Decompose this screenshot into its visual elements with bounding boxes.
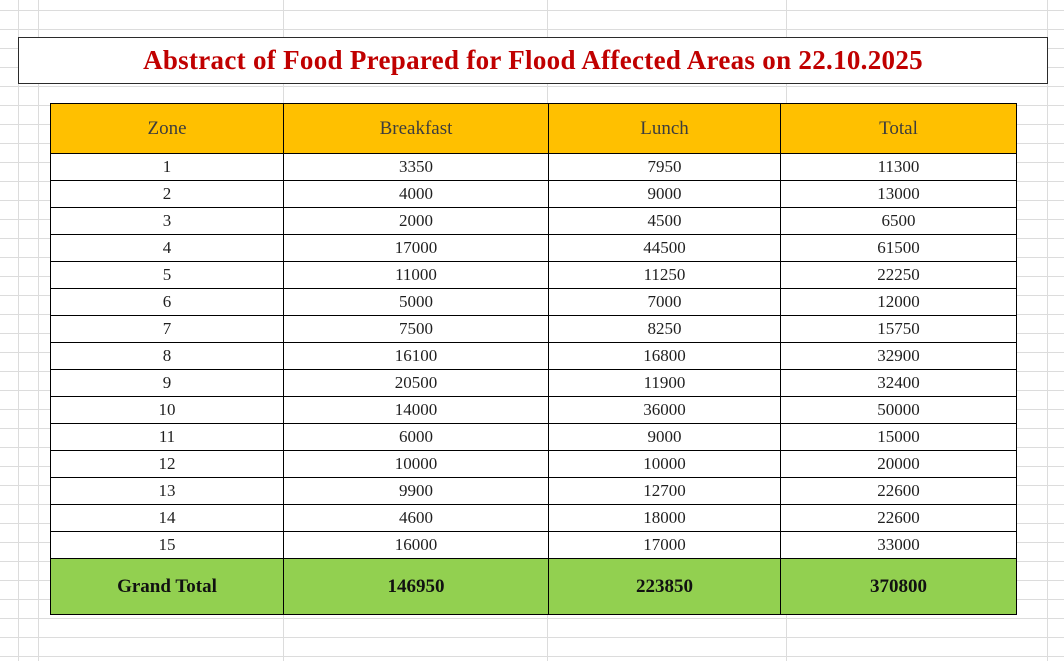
value-cell: 15750 (780, 315, 1017, 343)
value-cell: 20500 (283, 369, 549, 397)
value-cell: 7950 (548, 153, 781, 181)
grand-total-breakfast-cell: 146950 (283, 558, 549, 615)
gridline-vertical (18, 0, 19, 661)
table-header: Zone Breakfast Lunch Total (50, 103, 1017, 154)
zone-cell: 6 (50, 288, 284, 316)
value-cell: 9000 (548, 423, 781, 451)
zone-cell: 2 (50, 180, 284, 208)
food-table: Zone Breakfast Lunch Total 1 3350 7950 1130… (50, 103, 1017, 615)
grand-total-label: Grand Total (50, 558, 284, 615)
value-cell: 15000 (780, 423, 1017, 451)
zone-cell: 14 (50, 504, 284, 532)
column-header-total: Total (780, 103, 1017, 154)
value-cell: 32400 (780, 369, 1017, 397)
column-header-lunch: Lunch (548, 103, 781, 154)
value-cell: 13000 (780, 180, 1017, 208)
value-cell: 4600 (283, 504, 549, 532)
table-body: 1 3350 7950 11300 2 4000 9000 13000 3 2000 4500 650… (50, 153, 1017, 559)
value-cell: 16000 (283, 531, 549, 559)
table-row: 5 11000 11250 22250 (50, 261, 1017, 289)
value-cell: 5000 (283, 288, 549, 316)
column-header-zone: Zone (50, 103, 284, 154)
table-row: 13 9900 12700 22600 (50, 477, 1017, 505)
value-cell: 22600 (780, 504, 1017, 532)
value-cell: 44500 (548, 234, 781, 262)
value-cell: 18000 (548, 504, 781, 532)
value-cell: 14000 (283, 396, 549, 424)
value-cell: 22250 (780, 261, 1017, 289)
value-cell: 10000 (548, 450, 781, 478)
value-cell: 20000 (780, 450, 1017, 478)
zone-cell: 5 (50, 261, 284, 289)
value-cell: 50000 (780, 396, 1017, 424)
table-row: 12 10000 10000 20000 (50, 450, 1017, 478)
value-cell: 17000 (548, 531, 781, 559)
value-cell: 3350 (283, 153, 549, 181)
value-cell: 7000 (548, 288, 781, 316)
grand-total-total-cell: 370800 (780, 558, 1017, 615)
grand-total-row: Grand Total 146950 223850 370800 (50, 558, 1017, 615)
value-cell: 36000 (548, 396, 781, 424)
value-cell: 11250 (548, 261, 781, 289)
value-cell: 10000 (283, 450, 549, 478)
value-cell: 32900 (780, 342, 1017, 370)
table-footer: Grand Total 146950 223850 370800 (50, 558, 1017, 615)
zone-cell: 4 (50, 234, 284, 262)
value-cell: 11000 (283, 261, 549, 289)
table-row: 10 14000 36000 50000 (50, 396, 1017, 424)
zone-cell: 9 (50, 369, 284, 397)
value-cell: 17000 (283, 234, 549, 262)
table-row: 7 7500 8250 15750 (50, 315, 1017, 343)
value-cell: 16800 (548, 342, 781, 370)
table-header-row: Zone Breakfast Lunch Total (50, 103, 1017, 154)
table-row: 14 4600 18000 22600 (50, 504, 1017, 532)
value-cell: 22600 (780, 477, 1017, 505)
table-row: 6 5000 7000 12000 (50, 288, 1017, 316)
value-cell: 4500 (548, 207, 781, 235)
value-cell: 11300 (780, 153, 1017, 181)
value-cell: 6000 (283, 423, 549, 451)
value-cell: 9000 (548, 180, 781, 208)
value-cell: 12000 (780, 288, 1017, 316)
grand-total-lunch-cell: 223850 (548, 558, 781, 615)
value-cell: 12700 (548, 477, 781, 505)
value-cell: 33000 (780, 531, 1017, 559)
value-cell: 11900 (548, 369, 781, 397)
value-cell: 7500 (283, 315, 549, 343)
zone-cell: 7 (50, 315, 284, 343)
zone-cell: 11 (50, 423, 284, 451)
title-box: Abstract of Food Prepared for Flood Affe… (18, 37, 1048, 84)
table-row: 2 4000 9000 13000 (50, 180, 1017, 208)
zone-cell: 12 (50, 450, 284, 478)
zone-cell: 1 (50, 153, 284, 181)
value-cell: 4000 (283, 180, 549, 208)
table-row: 4 17000 44500 61500 (50, 234, 1017, 262)
table-row: 3 2000 4500 6500 (50, 207, 1017, 235)
gridline-vertical (1047, 0, 1048, 661)
zone-cell: 3 (50, 207, 284, 235)
gridline-vertical (38, 0, 39, 661)
zone-cell: 10 (50, 396, 284, 424)
zone-cell: 15 (50, 531, 284, 559)
zone-cell: 13 (50, 477, 284, 505)
table-row: 11 6000 9000 15000 (50, 423, 1017, 451)
table-row: 8 16100 16800 32900 (50, 342, 1017, 370)
table-row: 1 3350 7950 11300 (50, 153, 1017, 181)
value-cell: 2000 (283, 207, 549, 235)
value-cell: 61500 (780, 234, 1017, 262)
value-cell: 9900 (283, 477, 549, 505)
page-title: Abstract of Food Prepared for Flood Affe… (143, 45, 923, 75)
value-cell: 16100 (283, 342, 549, 370)
table-row: 9 20500 11900 32400 (50, 369, 1017, 397)
zone-cell: 8 (50, 342, 284, 370)
value-cell: 8250 (548, 315, 781, 343)
value-cell: 6500 (780, 207, 1017, 235)
column-header-breakfast: Breakfast (283, 103, 549, 154)
table-row: 15 16000 17000 33000 (50, 531, 1017, 559)
